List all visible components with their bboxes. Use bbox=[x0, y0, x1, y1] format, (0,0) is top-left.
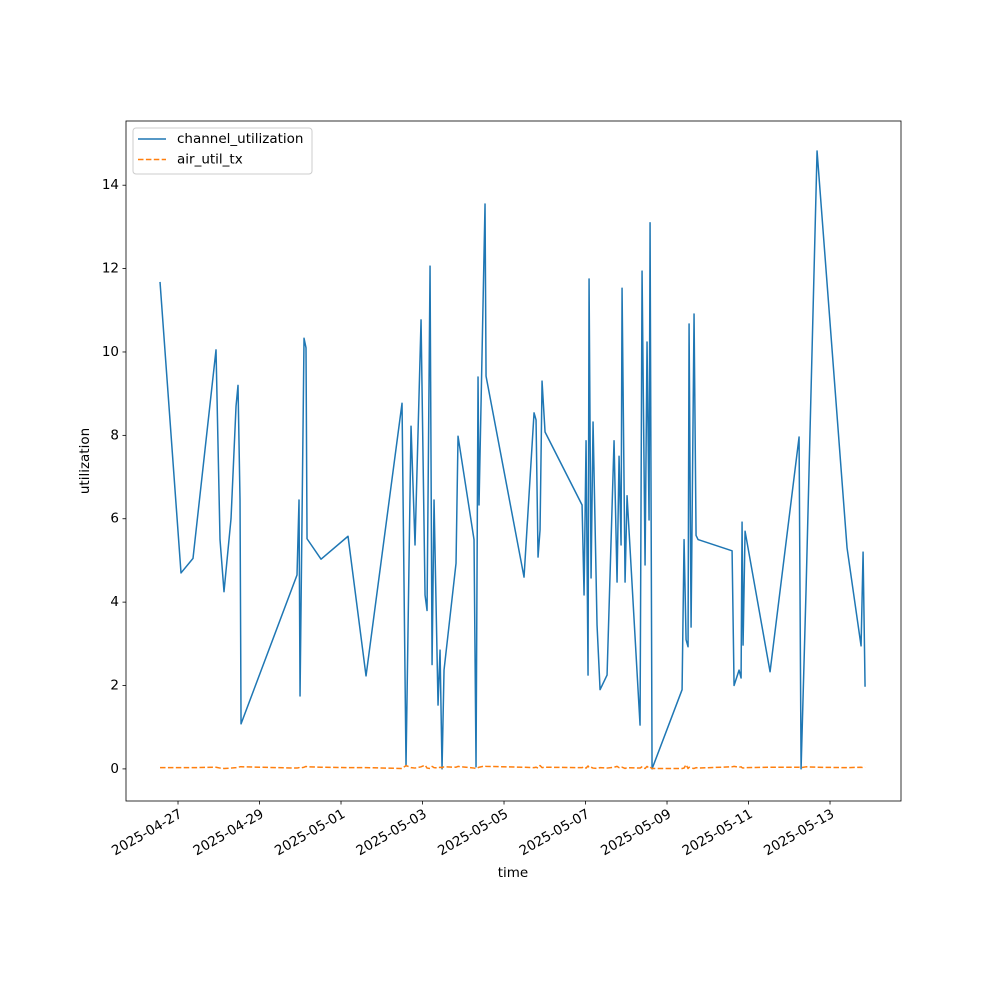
y-tick-label: 2 bbox=[110, 678, 119, 694]
legend: channel_utilization air_util_tx bbox=[132, 127, 313, 175]
legend-label: air_util_tx bbox=[177, 152, 243, 168]
y-tick-label: 0 bbox=[110, 761, 119, 777]
series-line bbox=[159, 150, 866, 770]
x-axis-label: time bbox=[498, 865, 529, 881]
legend-box bbox=[132, 127, 313, 175]
y-axis-label: utilization bbox=[77, 428, 93, 494]
legend-label: channel_utilization bbox=[177, 131, 304, 147]
series-line bbox=[160, 763, 866, 770]
y-tick-label: 6 bbox=[110, 511, 119, 527]
y-tick-label: 4 bbox=[110, 594, 119, 610]
plot-frame bbox=[125, 120, 902, 802]
y-tick-label: 14 bbox=[102, 177, 119, 193]
y-tick-label: 8 bbox=[110, 427, 119, 443]
y-tick-label: 10 bbox=[102, 344, 119, 360]
y-tick-label: 12 bbox=[102, 261, 119, 277]
